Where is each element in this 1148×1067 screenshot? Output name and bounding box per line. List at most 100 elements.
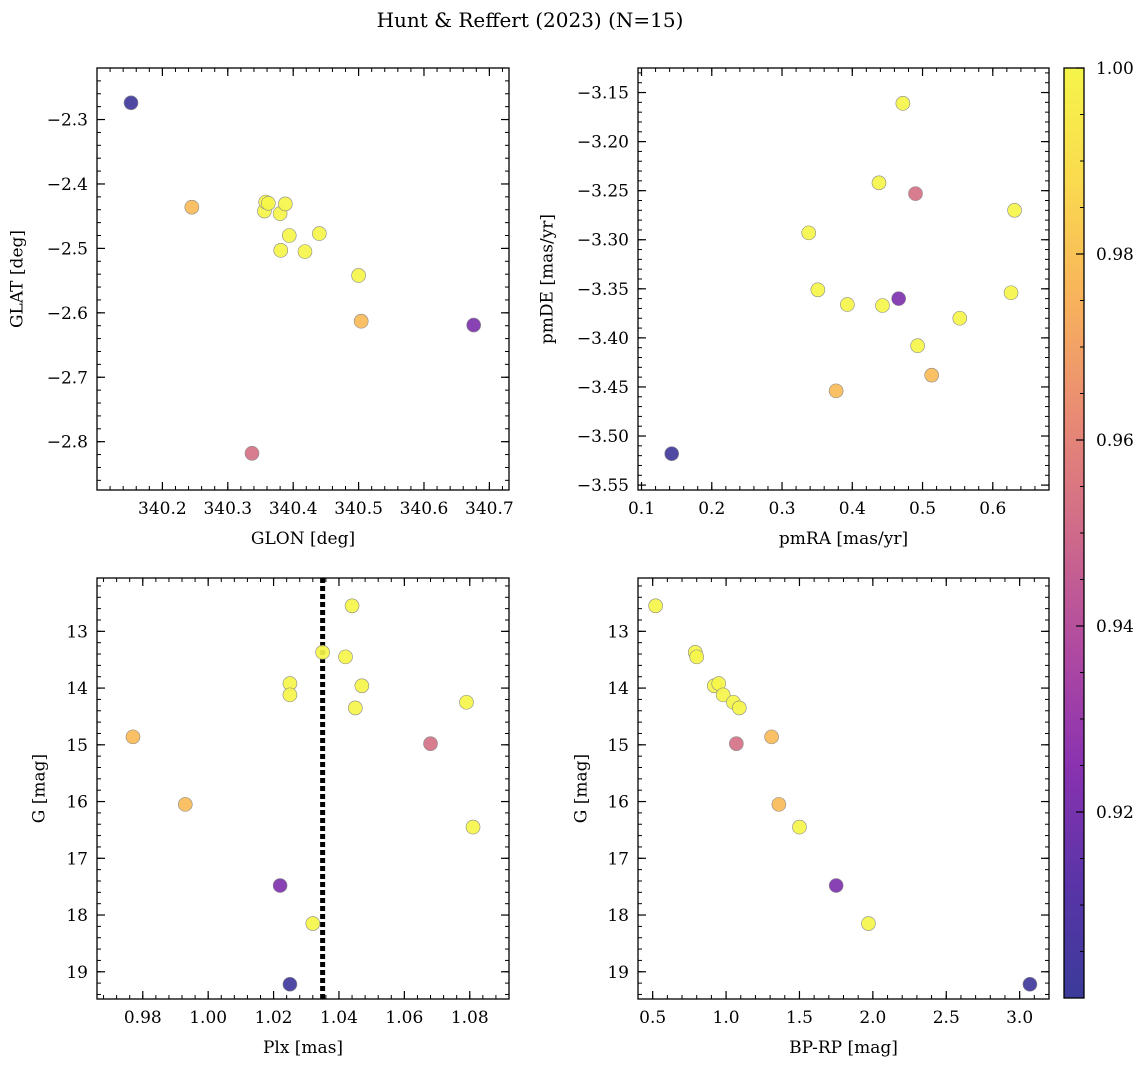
y-tick-label: −2.4 [47,175,88,195]
data-point [125,729,141,745]
data-point [952,310,968,326]
y-tick-label: −3.50 [577,427,629,447]
data-point [338,649,353,665]
x-tick-label: 0.1 [628,499,655,519]
data-point [1022,976,1038,992]
x-tick-label: 0.2 [698,499,725,519]
y-tick-label: −2.8 [47,433,88,453]
y-tick-label: −2.3 [47,111,88,131]
data-point [278,196,293,212]
data-point [840,297,855,312]
x-tick-label: 1.02 [255,1008,293,1028]
data-point [282,687,298,703]
y-tick-label: 16 [66,793,88,813]
y-tick-label: 17 [66,849,88,869]
panel-1: 340.2 340.3 340.4 340.5 340.6 340.7 −2.3 −2.4 −2… [8,67,514,549]
y-tick-label: 19 [66,963,88,983]
data-point [354,678,370,694]
x-tick-label: 0.98 [124,1008,162,1028]
y-tick-label: 13 [66,622,88,642]
data-point [353,313,369,329]
data-point [282,976,298,992]
data-point [312,226,327,241]
data-point [1007,203,1022,218]
panel-2: 0.1 0.2 0.3 0.4 0.5 0.6 −3.15 −3.20 −3.25 −3.30 −3… [538,67,1050,549]
colorbar-tick-label: 0.92 [1096,803,1134,823]
data-point [729,736,744,751]
data-point [891,291,906,306]
x-tick-label: 1.5 [786,1008,813,1028]
data-point [348,700,363,716]
figure-title: Hunt & Reffert (2023) (N=15) [377,8,684,32]
data-point [351,268,366,283]
data-point [828,383,844,399]
data-point [895,96,911,111]
data-point [177,797,193,812]
data-point [344,598,360,614]
y-tick-label: −3.20 [577,133,629,153]
x-axis-label: BP-RP [mag] [789,1038,898,1058]
data-point [792,819,807,835]
data-point [715,687,731,703]
x-tick-label: 3.0 [1006,1008,1033,1028]
data-point [910,338,925,354]
colorbar-tick-label: 0.96 [1096,431,1134,451]
data-point [297,244,313,259]
data-point [244,445,260,461]
axes-frame [637,577,1050,1000]
axes-frame [96,577,510,1000]
colorbar-tick-label: 0.98 [1096,245,1134,265]
data-point [273,243,289,258]
y-tick-label: −3.25 [577,182,629,202]
data-point [459,694,474,710]
axes-frame [96,67,510,491]
x-tick-label: 0.3 [769,499,796,519]
y-tick-label: −3.55 [577,476,629,496]
data-point [184,199,200,215]
y-tick-label: −2.5 [47,239,88,259]
data-point [1003,285,1019,301]
y-tick-label: 18 [607,906,629,926]
x-tick-label: 0.5 [639,1008,666,1028]
data-point [281,228,297,243]
colorbar-tick-label: 1.00 [1096,59,1134,79]
x-tick-label: 0.4 [839,499,866,519]
data-point [465,819,481,835]
x-axis-label: Plx [mas] [263,1038,343,1058]
data-point [648,598,663,614]
x-axis-label: pmRA [mas/yr] [779,529,908,549]
data-point [305,916,321,931]
data-point [871,175,887,191]
y-tick-label: −3.35 [577,280,629,300]
data-point [466,317,481,333]
y-tick-label: 18 [66,906,88,926]
x-tick-label: 1.08 [451,1008,489,1028]
data-point [908,186,923,201]
x-tick-label: 1.0 [713,1008,740,1028]
colorbar-tick-label: 0.94 [1096,617,1134,637]
x-tick-label: 340.3 [203,499,252,519]
data-point [828,878,844,893]
x-tick-label: 1.06 [385,1008,423,1028]
panel-3: 0.98 1.00 1.02 1.04 1.06 1.08 13 14 15 16 17 18 19 Pl… [30,577,510,1058]
y-tick-label: 13 [607,622,629,642]
data-point [261,195,276,211]
data-point [924,367,939,383]
x-tick-label: 340.7 [465,499,514,519]
x-tick-label: 340.4 [269,499,318,519]
y-tick-label: 15 [66,736,88,756]
y-axis-label: G [mag] [572,754,592,823]
y-tick-label: −3.45 [577,378,629,398]
y-tick-label: 15 [607,736,629,756]
y-tick-label: 14 [66,679,88,699]
y-tick-label: 14 [607,679,629,699]
y-tick-label: −3.15 [577,84,629,104]
y-tick-label: 17 [607,849,629,869]
data-point [689,649,705,665]
axes-frame [637,67,1050,491]
colorbar: 0.92 0.94 0.96 0.98 1.00 [1063,59,1134,999]
data-point [771,797,787,812]
x-tick-label: 340.6 [400,499,449,519]
data-point [801,225,817,241]
